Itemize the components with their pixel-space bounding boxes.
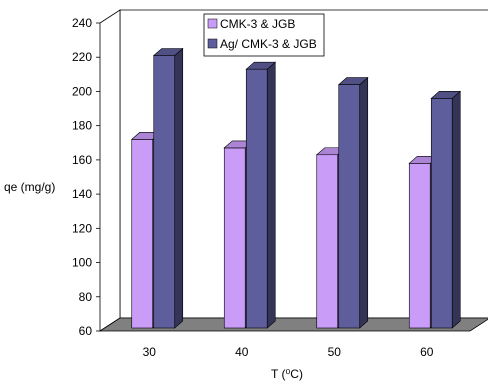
x-tick-label-50: 50 — [328, 345, 342, 359]
bar-side-series-2-cat-60 — [451, 90, 461, 329]
bar-series-1-cat-50 — [316, 154, 339, 329]
y-tick-label-160: 160 — [72, 153, 92, 167]
y-tick-label-240: 240 — [72, 16, 92, 30]
y-tick-label-140: 140 — [72, 187, 92, 201]
bar-side-series-2-cat-40 — [266, 61, 276, 329]
legend-label-series-1: CMK-3 & JGB — [220, 17, 295, 31]
legend-label-series-2: Ag/ CMK-3 & JGB — [220, 37, 317, 51]
bar-top-series-2-cat-50 — [337, 77, 369, 85]
legend-swatch-series-1 — [207, 18, 218, 29]
bar-series-1-cat-30 — [131, 139, 154, 329]
x-axis-title: T (⁰C) — [271, 367, 303, 381]
y-tick-label-60: 60 — [79, 324, 93, 338]
y-axis-title: qe (mg/g) — [4, 180, 55, 194]
chart-legend: CMK-3 & JGB Ag/ CMK-3 & JGB — [203, 13, 325, 57]
y-tick-label-180: 180 — [72, 119, 92, 133]
chart-side-wall — [99, 9, 121, 332]
y-tick-label-120: 120 — [72, 221, 92, 235]
bar-series-2-cat-60 — [430, 97, 453, 329]
y-tick-label-200: 200 — [72, 84, 92, 98]
bar-series-2-cat-30 — [153, 55, 176, 329]
legend-swatch-series-2 — [207, 38, 218, 49]
chart-bars — [130, 47, 462, 329]
bar-series-1-cat-60 — [408, 163, 431, 329]
bar-series-1-cat-40 — [223, 147, 246, 329]
chart-floor — [98, 317, 488, 332]
y-tick-label-220: 220 — [72, 50, 92, 64]
chart-axes: 60 80 100 120 140 160 180 200 220 240 30 40 50 60 qe (… — [4, 16, 434, 381]
legend-box — [203, 13, 325, 57]
bar-side-series-2-cat-50 — [359, 76, 369, 329]
bar-series-2-cat-50 — [338, 84, 361, 329]
bar-side-series-2-cat-30 — [174, 47, 184, 329]
y-tick-label-100: 100 — [72, 256, 92, 270]
bar-top-series-2-cat-40 — [245, 61, 277, 70]
x-tick-label-40: 40 — [235, 345, 249, 359]
y-tick-label-80: 80 — [79, 290, 93, 304]
x-tick-label-30: 30 — [143, 345, 157, 359]
bar-top-series-2-cat-30 — [152, 48, 184, 56]
bar-top-series-2-cat-60 — [430, 90, 462, 99]
bar-series-2-cat-40 — [245, 68, 268, 329]
chart-background — [98, 9, 488, 332]
x-tick-label-60: 60 — [420, 345, 434, 359]
